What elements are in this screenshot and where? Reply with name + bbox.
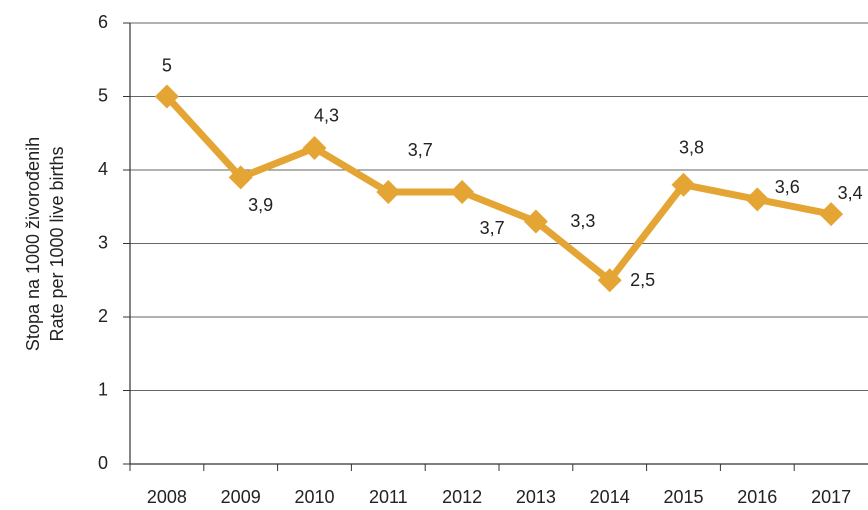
y-axis-label: Stopa na 1000 živorođenih (23, 137, 43, 351)
series-line (164, 94, 832, 284)
x-tick-label: 2014 (590, 487, 630, 507)
x-tick-label: 2017 (811, 487, 851, 507)
x-tick-label: 2012 (442, 487, 482, 507)
data-label: 3,6 (775, 177, 800, 197)
data-label: 2,5 (630, 270, 655, 290)
x-tick-label: 2011 (369, 487, 408, 507)
marker (302, 135, 327, 160)
y-tick-label: 4 (98, 159, 108, 179)
x-tick-label: 2016 (737, 487, 777, 507)
y-tick-label: 6 (98, 12, 108, 32)
marker (523, 209, 548, 234)
marker (154, 84, 179, 109)
data-label: 3,4 (838, 183, 863, 203)
marker (450, 180, 475, 205)
y-axis-label-group: Stopa na 1000 živorođenih Rate per 1000 … (23, 137, 67, 351)
marker (597, 268, 622, 293)
data-label: 3,3 (570, 211, 595, 231)
x-tick-label: 2008 (147, 487, 187, 507)
data-label: 3,8 (679, 137, 704, 157)
y-tick-label: 3 (98, 232, 108, 252)
data-label: 5 (162, 55, 172, 75)
x-tick-label: 2015 (663, 487, 703, 507)
data-label: 4,3 (314, 106, 339, 126)
data-label: 3,7 (480, 218, 505, 238)
y-tick-label: 1 (98, 379, 108, 399)
marker (671, 172, 696, 197)
data-label: 3,9 (248, 195, 273, 215)
marker (228, 165, 253, 190)
y-tick-label: 2 (98, 306, 108, 326)
y-axis-label: Rate per 1000 live births (47, 146, 67, 341)
marker (819, 202, 844, 227)
y-tick-label: 5 (98, 85, 108, 105)
x-tick-label: 2013 (516, 487, 556, 507)
marker (745, 187, 770, 212)
data-label: 3,7 (408, 140, 433, 160)
y-tick-label: 0 (98, 453, 108, 473)
marker (376, 180, 401, 205)
x-tick-label: 2010 (294, 487, 334, 507)
x-tick-label: 2009 (221, 487, 261, 507)
